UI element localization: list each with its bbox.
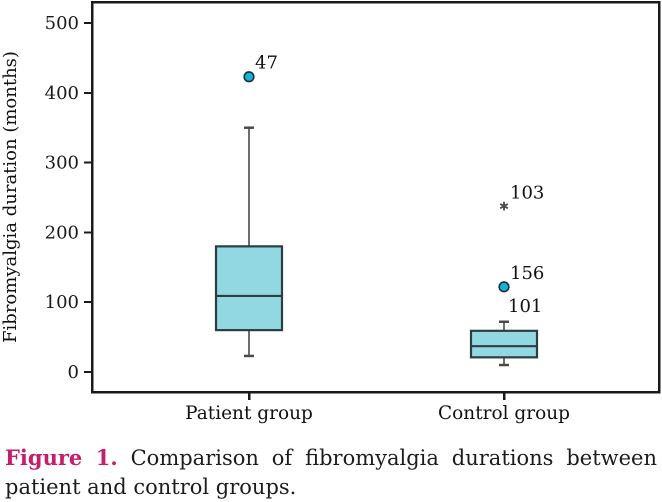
box-patient-group [214, 245, 284, 332]
outlier-circle-marker [243, 71, 255, 83]
y-axis-title: Fibromyalgia duration (months) [0, 51, 21, 343]
y-tick-label: 200 [45, 222, 79, 243]
outlier-case-label: 156 [510, 263, 544, 284]
category-label-control-group: Control group [438, 403, 570, 424]
y-tick-label: 400 [45, 83, 79, 104]
y-tick-label: 0 [68, 362, 79, 383]
y-tick-label: 500 [45, 13, 79, 34]
outlier-case-label: 101 [508, 296, 542, 317]
y-tick-label: 300 [45, 153, 79, 174]
outlier-asterisk-marker: ✱ [499, 200, 509, 214]
figure-caption: Figure 1. Comparison of fibromyalgia dur… [5, 443, 657, 502]
caption-text: Comparison of fibromyalgia durations bet… [5, 446, 657, 499]
y-tick-label: 100 [45, 292, 79, 313]
outlier-case-label: 103 [510, 183, 544, 204]
outlier-circle-marker [498, 281, 510, 293]
boxplot-chart: Fibromyalgia duration (months) 0 100 200 300… [0, 0, 661, 424]
caption-figure-number: Figure 1. [5, 445, 118, 470]
category-label-patient-group: Patient group [185, 403, 313, 424]
plot-frame [90, 0, 661, 394]
outlier-case-label: 47 [255, 53, 278, 74]
box-control-group [469, 329, 539, 359]
